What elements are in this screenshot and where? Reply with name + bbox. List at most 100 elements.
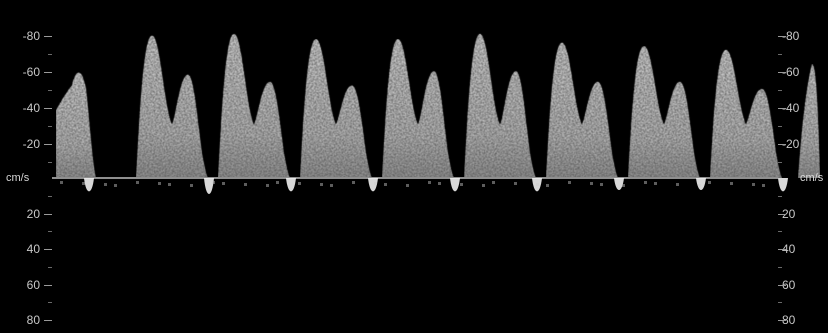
right-minor-tick bbox=[778, 162, 782, 163]
right-minor-tick bbox=[778, 231, 782, 232]
right-major-tick bbox=[778, 249, 786, 250]
baseline-speck bbox=[406, 184, 409, 187]
left-scale-label-40: 40 bbox=[26, 242, 40, 256]
reverse-flow-dip bbox=[696, 178, 706, 191]
reverse-flow-dip bbox=[532, 178, 542, 192]
flow-envelope-core bbox=[546, 42, 618, 178]
baseline-speck bbox=[158, 182, 161, 185]
left-scale-label-80: 80 bbox=[26, 313, 40, 327]
left-major-tick bbox=[44, 108, 52, 109]
flow-envelope-core bbox=[628, 46, 700, 178]
right-minor-tick bbox=[778, 126, 782, 127]
right-major-tick bbox=[778, 108, 786, 109]
left-minor-tick bbox=[48, 90, 52, 91]
baseline-speck bbox=[752, 183, 755, 186]
baseline-speck bbox=[568, 181, 571, 184]
flow-envelope-cycle bbox=[136, 35, 208, 178]
baseline-speck bbox=[352, 181, 355, 184]
left-minor-tick bbox=[48, 267, 52, 268]
left-minor-tick bbox=[48, 231, 52, 232]
right-minor-tick bbox=[778, 196, 782, 197]
left-scale-label-20: 20 bbox=[26, 207, 40, 221]
flow-envelope-core bbox=[136, 35, 208, 178]
reverse-flow-dip bbox=[778, 178, 788, 192]
right-minor-tick bbox=[778, 302, 782, 303]
left-minor-tick bbox=[48, 302, 52, 303]
baseline-speck bbox=[374, 182, 377, 185]
flow-envelope-core bbox=[56, 72, 96, 178]
flow-envelope-cycle bbox=[546, 42, 618, 178]
baseline-speck bbox=[600, 183, 603, 186]
flow-envelope-core bbox=[798, 64, 820, 178]
left-major-tick bbox=[44, 72, 52, 73]
reverse-flow-dips bbox=[60, 178, 788, 195]
baseline-speck bbox=[546, 184, 549, 187]
baseline-speck bbox=[708, 181, 711, 184]
right-minor-tick bbox=[778, 267, 782, 268]
left-major-tick bbox=[44, 320, 52, 321]
baseline-speck bbox=[460, 183, 463, 186]
baseline-speck bbox=[622, 184, 625, 187]
flow-envelope-core bbox=[382, 39, 454, 178]
baseline-speck bbox=[212, 181, 215, 184]
right-major-tick bbox=[778, 36, 786, 37]
left-major-tick bbox=[44, 36, 52, 37]
baseline-speck bbox=[676, 183, 679, 186]
baseline-speck bbox=[482, 184, 485, 187]
baseline-speck bbox=[698, 184, 701, 187]
baseline-speck bbox=[762, 184, 765, 187]
left-major-tick bbox=[44, 285, 52, 286]
flow-envelope-core bbox=[710, 49, 782, 179]
reverse-flow-dip bbox=[368, 178, 378, 192]
baseline-speck bbox=[276, 181, 279, 184]
baseline-speck bbox=[320, 183, 323, 186]
right-major-tick bbox=[778, 214, 786, 215]
baseline-speck bbox=[514, 182, 517, 185]
right-scale-label-80: 80 bbox=[782, 313, 796, 327]
flow-envelope-core bbox=[218, 33, 290, 178]
right-scale-label-40: 40 bbox=[782, 242, 796, 256]
baseline-speck bbox=[114, 184, 117, 187]
baseline-speck bbox=[384, 183, 387, 186]
baseline-speck bbox=[644, 181, 647, 184]
left-scale-label-60: 60 bbox=[26, 278, 40, 292]
left-minor-tick bbox=[48, 196, 52, 197]
baseline-speck bbox=[104, 183, 107, 186]
right-scale-label-neg20: -20 bbox=[782, 137, 800, 151]
flow-envelope-cycle bbox=[382, 39, 454, 178]
left-scale-label-neg20: -20 bbox=[22, 137, 40, 151]
baseline-speck bbox=[536, 183, 539, 186]
baseline-speck bbox=[222, 182, 225, 185]
left-minor-tick bbox=[48, 54, 52, 55]
flow-envelope-cycle bbox=[710, 49, 782, 179]
right-major-tick bbox=[778, 320, 786, 321]
reverse-flow-dip bbox=[204, 178, 214, 195]
left-minor-tick bbox=[48, 162, 52, 163]
right-scale-label-neg40: -40 bbox=[782, 101, 800, 115]
baseline-speck bbox=[654, 182, 657, 185]
baseline-speck bbox=[298, 182, 301, 185]
baseline-speck bbox=[136, 181, 139, 184]
flow-envelope-cycle bbox=[56, 72, 96, 178]
left-unit-label: cm/s bbox=[6, 172, 30, 184]
flow-envelopes bbox=[56, 33, 820, 179]
right-major-tick bbox=[778, 285, 786, 286]
flow-envelope-cycle bbox=[300, 39, 372, 178]
reverse-flow-dip bbox=[286, 178, 296, 192]
reverse-flow-dip bbox=[450, 178, 460, 192]
left-major-tick bbox=[44, 249, 52, 250]
baseline-speck bbox=[438, 182, 441, 185]
right-major-tick bbox=[778, 144, 786, 145]
right-scale-label-neg60: -60 bbox=[782, 65, 800, 79]
baseline-speck bbox=[428, 181, 431, 184]
right-scale-label-20: 20 bbox=[782, 207, 796, 221]
flow-envelope-cycle bbox=[628, 46, 700, 178]
reverse-flow-dip bbox=[614, 178, 624, 191]
baseline-speck bbox=[244, 183, 247, 186]
left-scale-label-neg40: -40 bbox=[22, 101, 40, 115]
baseline-speck bbox=[82, 182, 85, 185]
flow-envelope-cycle bbox=[218, 33, 290, 178]
right-scale-label-neg80: -80 bbox=[782, 29, 800, 43]
